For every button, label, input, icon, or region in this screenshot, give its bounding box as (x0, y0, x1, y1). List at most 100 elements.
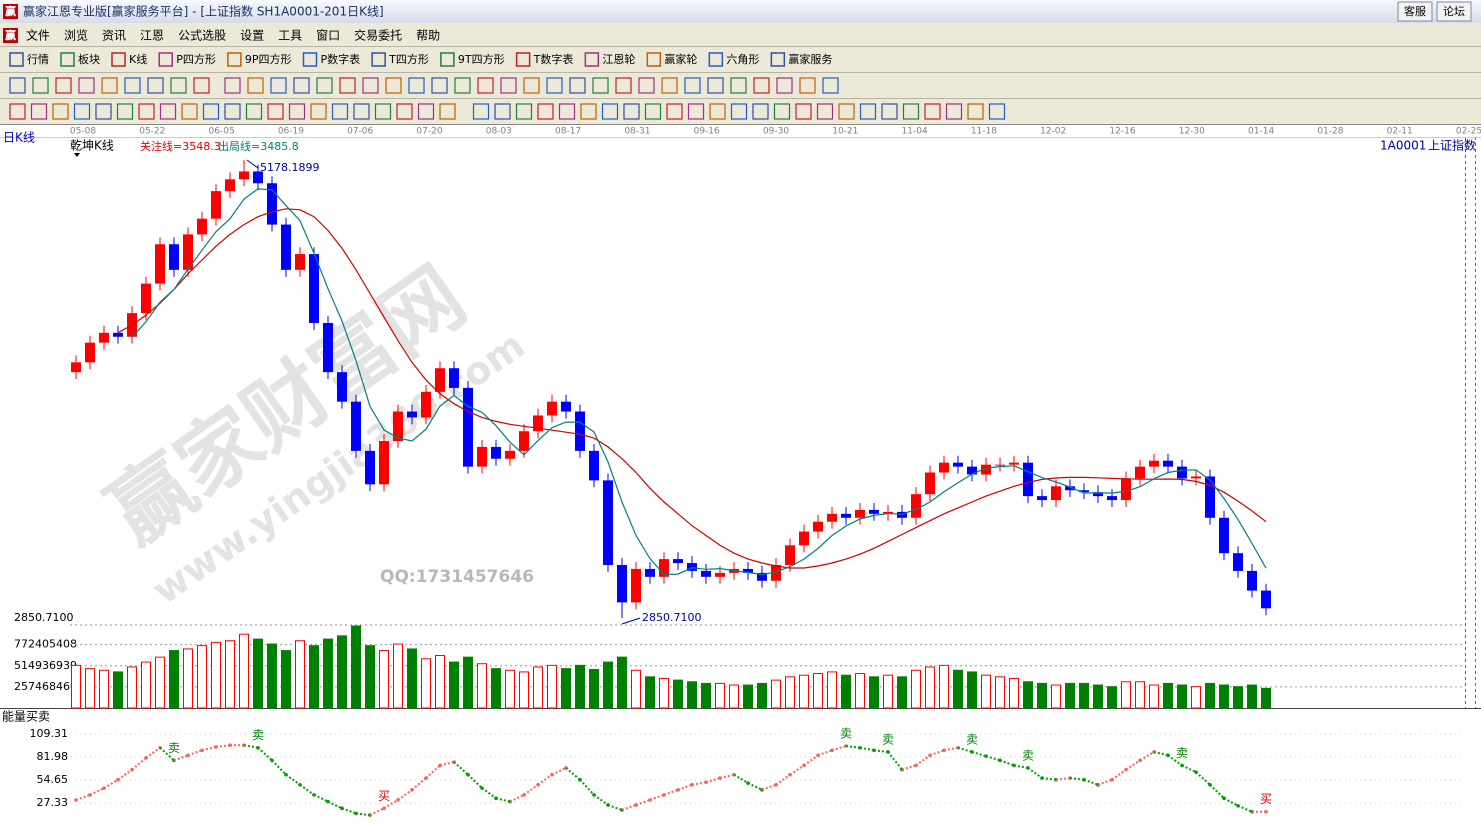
toolbar-item[interactable]: P四方形 (176, 52, 216, 66)
tool-button[interactable] (270, 77, 287, 94)
tool-button[interactable] (353, 103, 370, 120)
toolbar-item[interactable]: 江恩轮 (602, 52, 635, 66)
tool-button[interactable] (902, 103, 920, 120)
tool-button[interactable] (838, 103, 855, 120)
menu-item[interactable]: 交易委托 (354, 28, 402, 43)
menu-item[interactable]: 帮助 (416, 29, 440, 43)
tool-button[interactable] (945, 103, 963, 120)
tool-button[interactable] (795, 103, 812, 120)
tool-button[interactable] (159, 103, 177, 120)
menu-item[interactable]: 资讯 (102, 29, 126, 43)
tool-button[interactable] (709, 103, 726, 120)
tool-button[interactable] (362, 77, 379, 94)
tool-button[interactable] (247, 77, 264, 94)
tool-button[interactable] (638, 77, 655, 94)
tool-button[interactable] (73, 103, 91, 120)
dropdown-arrow[interactable] (74, 153, 80, 157)
tool-button[interactable] (623, 103, 640, 120)
toolbar-icon[interactable] (158, 52, 173, 67)
button-label[interactable]: 论坛 (1443, 4, 1465, 18)
tool-button[interactable] (124, 77, 141, 94)
tool-button[interactable] (454, 77, 471, 94)
tool-button[interactable] (181, 103, 198, 120)
tool-button[interactable] (101, 77, 118, 94)
tool-button[interactable] (224, 77, 241, 94)
button-label[interactable]: 客服 (1404, 4, 1426, 18)
menu-item[interactable]: 江恩 (140, 29, 164, 43)
toolbar-icon[interactable] (584, 52, 600, 67)
tool-button[interactable] (293, 77, 310, 94)
button[interactable] (1397, 1, 1433, 22)
tool-button[interactable] (9, 77, 26, 94)
tool-button[interactable] (515, 103, 533, 120)
tool-button[interactable] (988, 103, 1006, 120)
tool-button[interactable] (546, 77, 563, 94)
tool-button[interactable] (316, 77, 333, 94)
button[interactable] (1436, 1, 1472, 22)
menu-item[interactable]: 窗口 (316, 29, 340, 43)
tool-button[interactable] (417, 103, 435, 120)
tool-button[interactable] (707, 77, 724, 94)
toolbar-item[interactable]: 9T四方形 (458, 52, 505, 66)
toolbar-item[interactable]: 行情 (27, 53, 49, 66)
tool-button[interactable] (477, 77, 494, 94)
toolbar-item[interactable]: T四方形 (388, 52, 429, 66)
tool-button[interactable] (816, 103, 834, 120)
toolbar-icon[interactable] (111, 52, 126, 67)
toolbar-icon[interactable] (440, 52, 455, 67)
tool-button[interactable] (55, 77, 72, 94)
toolbar-item[interactable]: T数字表 (533, 52, 574, 66)
toolbar-icon[interactable] (515, 52, 531, 67)
tool-button[interactable] (193, 77, 210, 94)
tool-button[interactable] (116, 103, 134, 120)
toolbar-item[interactable]: P数字表 (321, 52, 361, 66)
tool-button[interactable] (32, 77, 49, 94)
tool-button[interactable] (859, 103, 877, 120)
toolbar-icon[interactable] (770, 52, 786, 67)
toolbar-icon[interactable] (302, 52, 318, 67)
tool-button[interactable] (881, 103, 898, 120)
toolbar-icon[interactable] (9, 52, 24, 67)
tool-button[interactable] (776, 77, 793, 94)
toolbar-icon[interactable] (227, 52, 242, 67)
tool-button[interactable] (408, 77, 425, 94)
tool-button[interactable] (592, 77, 609, 94)
tool-button[interactable] (202, 103, 220, 120)
tool-button[interactable] (773, 103, 791, 120)
toolbar-item[interactable]: 9P四方形 (245, 52, 292, 66)
tool-button[interactable] (267, 103, 284, 120)
toolbar-icon[interactable] (708, 52, 724, 67)
tool-button[interactable] (310, 103, 327, 120)
menu-item[interactable]: 文件 (26, 28, 50, 43)
tool-button[interactable] (147, 77, 164, 94)
toolbar-icon[interactable] (371, 52, 386, 67)
tool-button[interactable] (730, 103, 748, 120)
toolbar-item[interactable]: 赢家服务 (788, 52, 832, 66)
tool-button[interactable] (431, 77, 448, 94)
tool-button[interactable] (799, 77, 816, 94)
menu-item[interactable]: 工具 (278, 29, 302, 43)
tool-button[interactable] (558, 103, 576, 120)
tool-button[interactable] (170, 77, 187, 94)
tool-button[interactable] (78, 77, 95, 94)
tool-button[interactable] (523, 77, 540, 94)
tool-button[interactable] (580, 103, 597, 120)
tool-button[interactable] (245, 103, 263, 120)
menu-item[interactable]: 公式选股 (178, 29, 226, 43)
tool-button[interactable] (752, 103, 769, 120)
tool-button[interactable] (615, 77, 632, 94)
tool-button[interactable] (730, 77, 747, 94)
tool-button[interactable] (138, 103, 155, 120)
tool-button[interactable] (644, 103, 662, 120)
tool-button[interactable] (537, 103, 554, 120)
tool-button[interactable] (224, 103, 241, 120)
tool-button[interactable] (30, 103, 48, 120)
tool-button[interactable] (396, 103, 413, 120)
tool-button[interactable] (472, 103, 490, 120)
tool-button[interactable] (494, 103, 511, 120)
tool-button[interactable] (374, 103, 392, 120)
tool-button[interactable] (95, 103, 112, 120)
tool-button[interactable] (385, 77, 402, 94)
tool-button[interactable] (661, 77, 678, 94)
toolbar-item[interactable]: 赢家轮 (664, 52, 697, 66)
